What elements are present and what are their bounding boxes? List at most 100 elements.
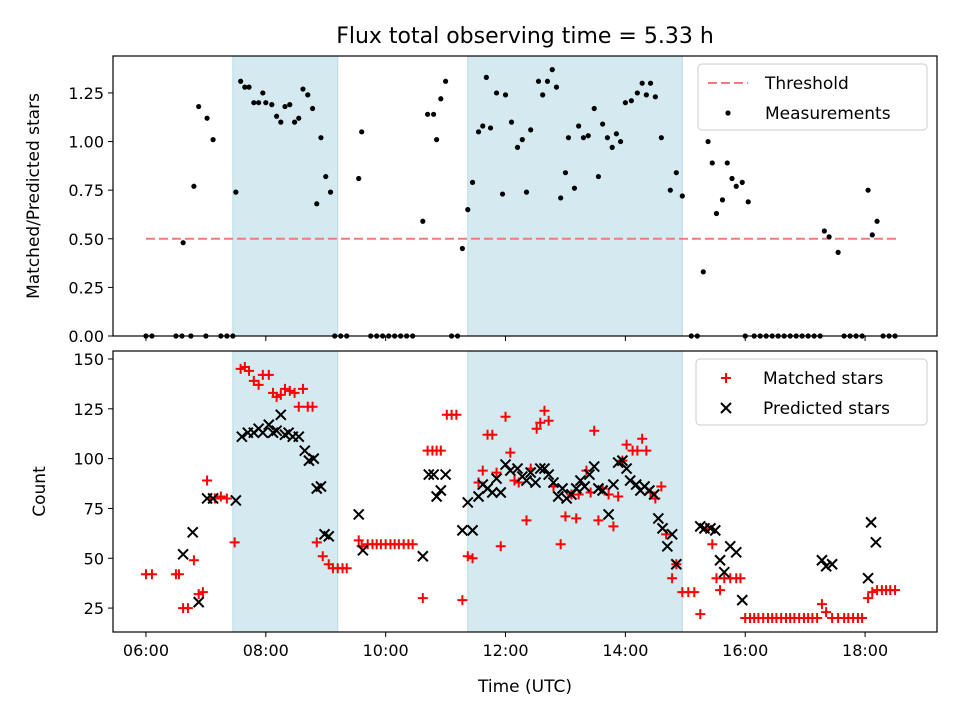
measurement-point [274, 113, 280, 119]
measurement-point [475, 129, 482, 135]
matched-star-point [297, 383, 308, 394]
count-ytick-label: 100 [73, 450, 104, 469]
count-ytick-label: 150 [73, 350, 104, 369]
matched-star-point [209, 493, 220, 504]
measurement-point [585, 133, 591, 139]
measurement-point [425, 111, 431, 117]
predicted-star-point [357, 544, 369, 556]
measurement-point [724, 160, 730, 166]
measurement-point [431, 111, 437, 117]
matched-star-point [641, 445, 652, 456]
predicted-star-point [462, 496, 474, 509]
xtick-label: 10:00 [363, 641, 409, 660]
measurement-point [204, 115, 210, 121]
predicted-star-point [616, 454, 629, 467]
measurement-point [600, 121, 606, 127]
measurement-point [679, 193, 685, 199]
xtick-label: 16:00 [722, 641, 768, 660]
count-ytick-label: 125 [73, 400, 104, 419]
predicted-star-point [552, 490, 564, 503]
matched-star-point [293, 401, 304, 412]
matched-star-point [890, 585, 901, 596]
measurement-point [540, 92, 546, 98]
predicted-star-point [495, 486, 507, 499]
chart-title: Flux total observing time = 5.33 h [336, 24, 714, 49]
measurement-point [191, 183, 197, 189]
measurement-point [246, 84, 252, 90]
matched-star-point [307, 401, 318, 412]
measurement-point [745, 199, 751, 205]
matched-star-point [182, 603, 193, 614]
matched-star-point [173, 569, 184, 580]
matched-star-point [695, 609, 706, 620]
measurement-point [493, 90, 500, 96]
measurement-point [499, 191, 506, 197]
matched-star-point [593, 515, 604, 526]
legend-label: Threshold [764, 74, 849, 94]
measurement-point [595, 173, 602, 180]
xtick-label: 12:00 [482, 641, 528, 660]
measurement-point [549, 67, 555, 73]
matched-star-point [353, 535, 364, 546]
matched-star-point [656, 481, 667, 492]
matched-star-point [816, 599, 827, 610]
matched-star-point [279, 383, 290, 394]
measurement-point [617, 138, 624, 145]
matched-star-point [417, 593, 428, 604]
predicted-star-point [504, 464, 517, 477]
measurement-point [628, 98, 634, 104]
matched-star-point [451, 409, 462, 420]
measurement-point [309, 105, 316, 112]
measurement-point [210, 137, 216, 143]
predicted-star-point [275, 409, 287, 421]
predicted-star-point [602, 508, 615, 521]
measurement-point [643, 92, 649, 98]
predicted-star-point [207, 492, 219, 505]
measurement-point [256, 100, 262, 106]
matched-star-point [221, 493, 232, 504]
matched-star-point [477, 465, 488, 476]
predicted-star-point [520, 474, 533, 487]
measurement-point [647, 80, 654, 86]
predicted-star-point [583, 468, 596, 481]
matched-star-point [707, 539, 718, 550]
predicted-star-point [714, 554, 726, 566]
predicted-star-point [718, 566, 730, 578]
predicted-star-point [529, 476, 542, 489]
measurement-point [652, 94, 658, 100]
measurement-point [296, 115, 302, 121]
predicted-star-point [588, 460, 600, 473]
measurement-point [314, 201, 320, 207]
predicted-star-point [826, 558, 838, 570]
measurement-point [739, 179, 745, 185]
predicted-star-point [648, 488, 660, 501]
measurement-point [519, 137, 525, 143]
matched-star-point [495, 541, 506, 552]
ratio-ytick-label: 0.75 [68, 181, 104, 200]
measurement-point [700, 269, 706, 275]
xtick-label: 14:00 [602, 641, 648, 660]
predicted-star-point [556, 482, 569, 495]
measurement-point [622, 100, 628, 106]
matched-star-point [317, 551, 328, 562]
matched-star-point [632, 445, 643, 456]
matched-star-point [571, 513, 582, 524]
matched-star-point [491, 467, 502, 478]
measurement-point [356, 175, 362, 182]
measurement-point [733, 183, 739, 189]
measurement-point [459, 245, 465, 252]
predicted-star-point [466, 524, 479, 537]
ratio-legend-box [697, 63, 928, 131]
measurement-point [318, 135, 324, 141]
xtick-label: 08:00 [243, 641, 289, 660]
measurement-point [327, 189, 334, 195]
predicted-star-point [430, 490, 443, 503]
measurement-point [591, 105, 597, 112]
predicted-star-point [709, 524, 721, 537]
ratio-shaded-interval [232, 55, 339, 337]
measurement-point [709, 160, 715, 166]
matched-star-point [505, 447, 516, 458]
measurement-point [719, 197, 726, 203]
predicted-star-point [472, 490, 485, 503]
